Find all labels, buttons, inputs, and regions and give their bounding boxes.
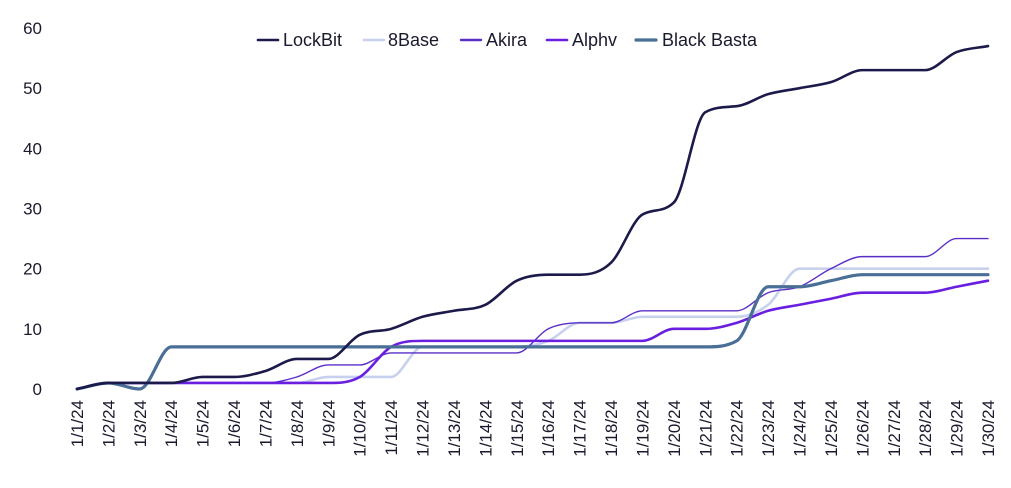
y-tick-label: 30 — [23, 200, 42, 219]
x-tick-label: 1/1/24 — [68, 400, 87, 447]
legend-label-akira: Akira — [486, 30, 528, 50]
x-tick-label: 1/11/24 — [382, 400, 401, 455]
x-tick-label: 1/21/24 — [696, 400, 715, 457]
x-tick-label: 1/10/24 — [351, 400, 370, 457]
x-tick-label: 1/16/24 — [539, 400, 558, 457]
series-line-black-basta — [75, 273, 990, 391]
x-tick-label: 1/14/24 — [476, 400, 495, 457]
y-tick-label: 60 — [23, 19, 42, 38]
legend-label-black-basta: Black Basta — [662, 30, 758, 50]
x-tick-label: 1/28/24 — [916, 400, 935, 457]
x-tick-label: 1/23/24 — [759, 400, 778, 457]
x-tick-label: 1/3/24 — [131, 400, 150, 447]
legend-label-alphv: Alphv — [572, 30, 617, 50]
x-tick-label: 1/22/24 — [728, 400, 747, 457]
legend: LockBit 8Base Akira Alphv Black Basta — [256, 30, 758, 50]
x-tick-label: 1/8/24 — [288, 400, 307, 447]
x-tick-label: 1/15/24 — [508, 400, 527, 457]
x-tick-label: 1/13/24 — [445, 400, 464, 457]
y-axis: 0 10 20 30 40 50 60 — [23, 19, 42, 399]
x-tick-label: 1/20/24 — [665, 400, 684, 457]
x-tick-label: 1/17/24 — [571, 400, 590, 457]
x-tick-label: 1/6/24 — [225, 400, 244, 447]
series-line-alphv — [75, 279, 990, 391]
legend-label-lockbit: LockBit — [283, 30, 342, 50]
x-tick-label: 1/30/24 — [979, 400, 998, 457]
y-tick-label: 0 — [33, 380, 42, 399]
x-tick-label: 1/24/24 — [791, 400, 810, 457]
y-tick-label: 50 — [23, 79, 42, 98]
legend-label-8base: 8Base — [388, 30, 439, 50]
x-tick-label: 1/26/24 — [853, 400, 872, 457]
x-tick-label: 1/2/24 — [99, 400, 118, 447]
x-tick-label: 1/19/24 — [633, 400, 652, 457]
x-axis: 1/1/24 1/2/24 1/3/24 1/4/24 1/5/24 1/6/24 1/7/… — [68, 400, 998, 457]
x-tick-label: 1/25/24 — [822, 400, 841, 457]
y-tick-label: 40 — [23, 139, 42, 158]
series-line-lockbit — [75, 44, 990, 391]
x-tick-label: 1/27/24 — [885, 400, 904, 457]
x-tick-label: 1/29/24 — [948, 400, 967, 457]
series-line-8base — [75, 267, 990, 391]
y-tick-label: 20 — [23, 260, 42, 279]
x-tick-label: 1/12/24 — [414, 400, 433, 457]
x-tick-label: 1/9/24 — [319, 400, 338, 447]
x-tick-label: 1/18/24 — [602, 400, 621, 457]
series-lines — [75, 44, 990, 391]
x-tick-label: 1/7/24 — [256, 400, 275, 447]
x-tick-label: 1/5/24 — [194, 400, 213, 447]
y-tick-label: 10 — [23, 320, 42, 339]
series-line-akira — [76, 237, 989, 390]
x-tick-label: 1/4/24 — [162, 400, 181, 447]
